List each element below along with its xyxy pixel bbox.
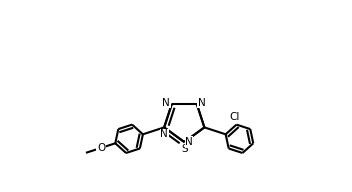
Text: N: N [163, 98, 170, 108]
Text: S: S [181, 145, 188, 155]
Text: Cl: Cl [230, 112, 240, 122]
Text: O: O [97, 143, 105, 153]
Text: N: N [185, 137, 193, 147]
Text: N: N [160, 129, 168, 139]
Text: N: N [197, 98, 205, 108]
